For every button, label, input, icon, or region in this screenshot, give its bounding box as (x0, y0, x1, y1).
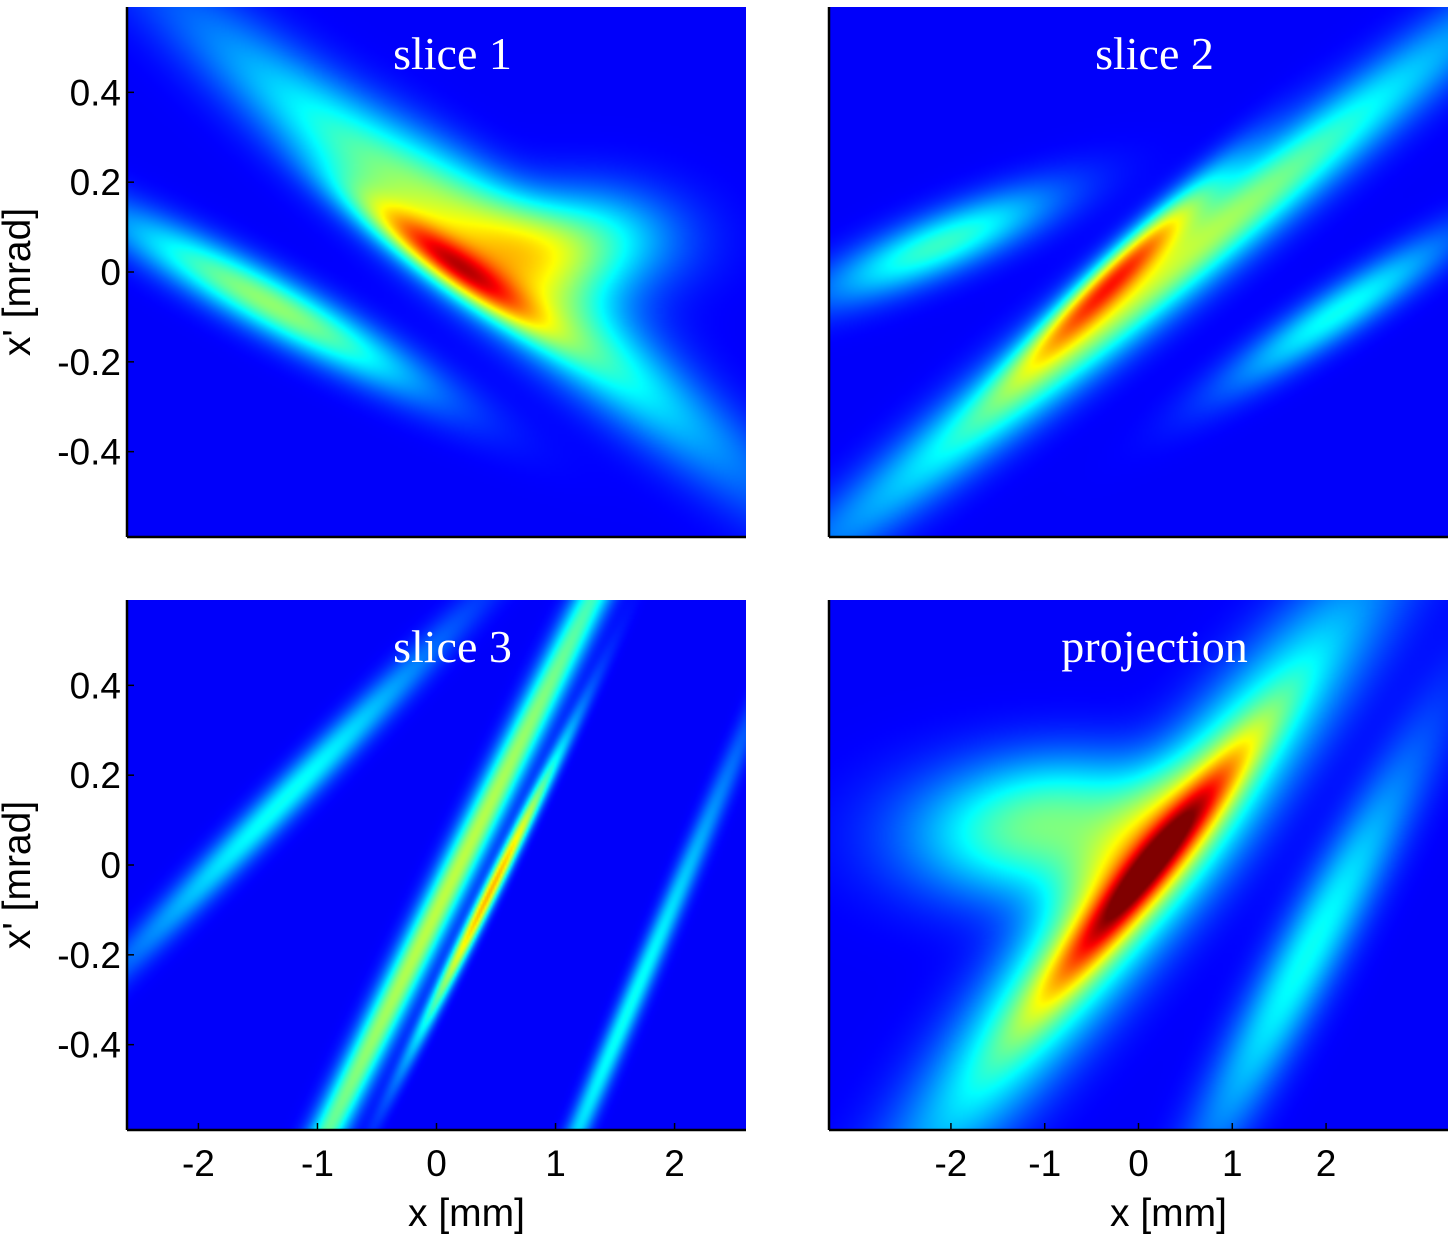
x-tick-label: 0 (1128, 1143, 1149, 1184)
y-tick-label: 0.4 (70, 665, 121, 706)
y-tick-label: -0.2 (57, 342, 121, 383)
y-tick-label: 0 (100, 252, 121, 293)
x-tick-label: 1 (1222, 1143, 1243, 1184)
x-tick-label: 1 (545, 1143, 566, 1184)
panel-title: slice 3 (393, 621, 512, 672)
panel-title: projection (1061, 621, 1248, 672)
x-tick-label: -1 (1028, 1143, 1061, 1184)
panel-slice-3: slice 3 0.4 0.2 0 -0.2 -0.4 -2 -1 0 1 2 x' [mrad] x … (0, 600, 746, 1235)
panel-projection: projection -2 -1 0 1 2 x [mm] (827, 600, 1448, 1235)
x-tick-label: -1 (301, 1143, 334, 1184)
x-axis-label: x [mm] (1110, 1192, 1227, 1235)
y-tick-label: -0.4 (57, 432, 121, 473)
x-tick-label: 2 (664, 1143, 685, 1184)
heatmap-density (829, 7, 1448, 537)
x-tick-label: 0 (426, 1143, 447, 1184)
panel-title: slice 2 (1095, 28, 1214, 79)
panel-title: slice 1 (393, 28, 512, 79)
x-tick-label: 2 (1316, 1143, 1337, 1184)
x-tick-label: -2 (182, 1143, 215, 1184)
y-axis-label: x' [mrad] (0, 801, 39, 949)
heatmap-density (127, 7, 746, 537)
y-tick-label: 0.4 (70, 72, 121, 113)
y-tick-label: -0.4 (57, 1025, 121, 1066)
heatmap-density (829, 600, 1448, 1130)
panel-slice-1: slice 1 0.4 0.2 0 -0.2 -0.4 x' [mrad] (0, 7, 746, 539)
y-tick-label: 0 (100, 845, 121, 886)
y-tick-label: -0.2 (57, 935, 121, 976)
x-tick-label: -2 (934, 1143, 967, 1184)
y-tick-label: 0.2 (70, 162, 121, 203)
y-tick-label: 0.2 (70, 755, 121, 796)
heatmap-density (127, 600, 746, 1130)
x-axis-label: x [mm] (408, 1192, 525, 1235)
y-axis-label: x' [mrad] (0, 208, 39, 356)
panel-slice-2: slice 2 (827, 7, 1448, 539)
